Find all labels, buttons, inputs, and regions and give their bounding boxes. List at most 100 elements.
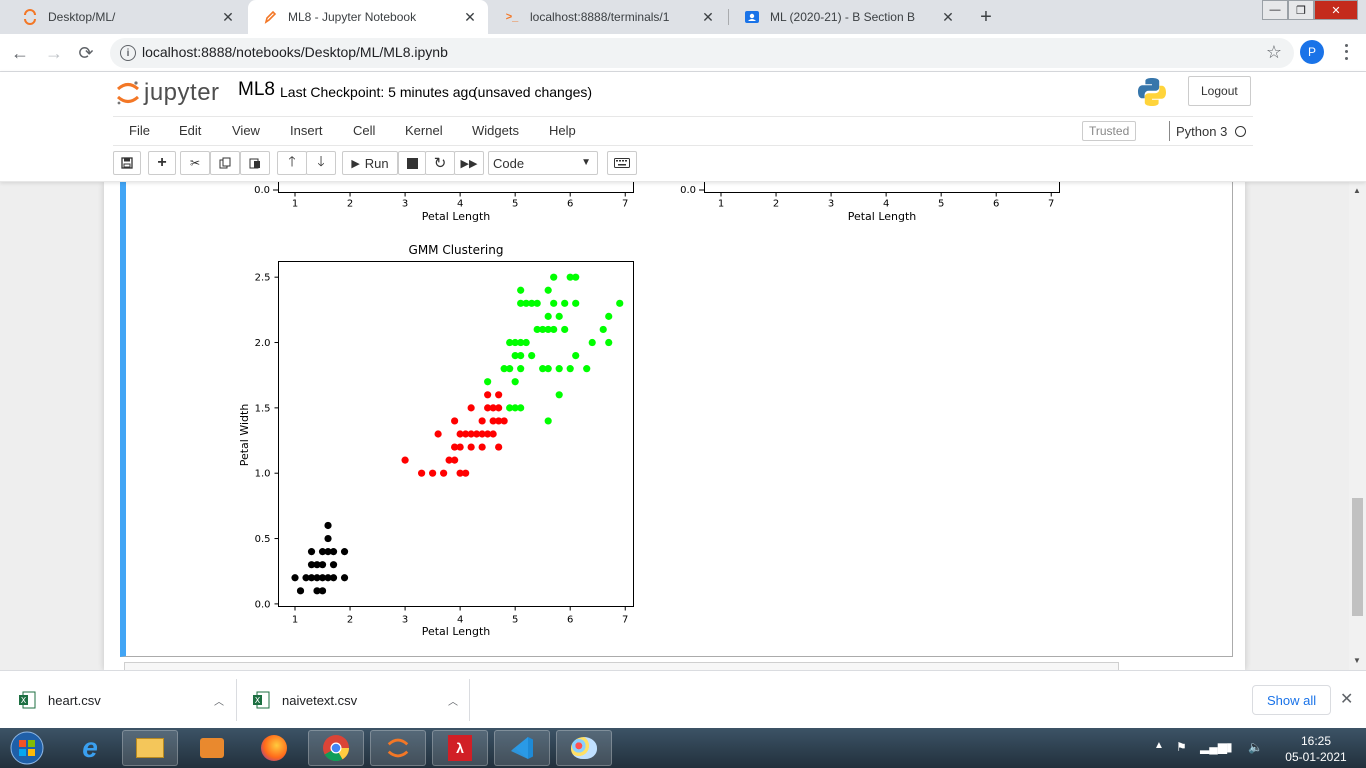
code-cell-output[interactable]: [120, 182, 1233, 657]
show-all-downloads-button[interactable]: Show all: [1252, 685, 1332, 715]
address-bar[interactable]: i localhost:8888/notebooks/Desktop/ML/ML…: [110, 38, 1294, 68]
menu-view[interactable]: View: [232, 123, 260, 138]
vscode-icon[interactable]: [494, 730, 550, 766]
x-tick-label: 6: [567, 199, 573, 210]
close-tab-icon[interactable]: ✕: [464, 8, 476, 25]
start-button[interactable]: [2, 730, 52, 766]
move-down-button[interactable]: 🡓: [306, 151, 336, 175]
cluster-2-point: [566, 273, 574, 281]
scroll-up-icon[interactable]: ▲: [1353, 186, 1361, 195]
cluster-2-point: [511, 351, 519, 360]
logout-button[interactable]: Logout: [1188, 76, 1251, 106]
network-signal-icon[interactable]: ▂▄▆: [1200, 740, 1227, 754]
scroll-down-icon[interactable]: ▼: [1353, 656, 1361, 665]
menu-widgets[interactable]: Widgets: [472, 123, 519, 138]
close-download-bar-icon[interactable]: ✕: [1340, 691, 1354, 708]
page-scrollbar[interactable]: ▲ ▼: [1349, 182, 1366, 670]
paste-button[interactable]: [240, 151, 270, 175]
chevron-up-icon[interactable]: ︿: [214, 696, 224, 708]
copy-button[interactable]: [210, 151, 240, 175]
copy-icon: [219, 157, 231, 169]
move-up-button[interactable]: 🡑: [277, 151, 307, 175]
tab-terminal[interactable]: >_ localhost:8888/terminals/1 ✕: [490, 0, 726, 34]
cell-type-select[interactable]: Code ▼: [488, 151, 598, 175]
close-tab-icon[interactable]: ✕: [702, 8, 714, 25]
trusted-indicator[interactable]: Trusted: [1082, 121, 1137, 141]
action-center-flag-icon[interactable]: ⚑: [1176, 740, 1187, 754]
close-tab-icon[interactable]: ✕: [942, 8, 954, 25]
paint-icon[interactable]: [556, 730, 612, 766]
x-tick-label: 1: [718, 199, 724, 210]
cluster-1-point: [484, 430, 492, 438]
partial-plot-right: 0.0 1 2 3 4 5 6 7 Petal Length: [680, 182, 1060, 223]
close-window-button[interactable]: ✕: [1314, 0, 1358, 20]
tab-ml8-notebook[interactable]: ML8 - Jupyter Notebook ✕: [248, 0, 488, 34]
volume-icon[interactable]: 🔈: [1248, 740, 1263, 754]
cut-button[interactable]: ✂: [180, 151, 210, 175]
close-tab-icon[interactable]: ✕: [222, 8, 234, 25]
notebook-name[interactable]: ML8: [238, 79, 275, 100]
run-button[interactable]: ▶ Run: [342, 151, 398, 175]
show-hidden-icons[interactable]: ▲: [1154, 740, 1164, 751]
cluster-2-point: [561, 325, 569, 334]
minimize-button[interactable]: —: [1262, 0, 1288, 20]
acrobat-icon[interactable]: λ: [432, 730, 488, 766]
chrome-icon[interactable]: [308, 730, 364, 766]
tab-classroom[interactable]: ML (2020-21) - B Section B ✕: [730, 0, 966, 34]
partial-plot-left: 0.0 1 2 3 4 5 6 7 Petal Length: [254, 182, 634, 223]
cluster-1-point: [500, 417, 508, 425]
tab-desktop-ml[interactable]: Desktop/ML/ ✕: [8, 0, 246, 34]
cluster-2-point: [506, 338, 514, 347]
menu-insert[interactable]: Insert: [290, 123, 323, 138]
x-axis-label: Petal Length: [848, 210, 917, 223]
save-button[interactable]: [113, 151, 141, 175]
forward-arrow-icon[interactable]: →: [45, 42, 63, 63]
jupyter-logo[interactable]: jupyter: [116, 78, 220, 108]
browser-menu-icon[interactable]: [1338, 42, 1354, 62]
insert-cell-button[interactable]: +: [148, 151, 176, 175]
y-tick-label: 2.0: [255, 338, 271, 349]
restart-button[interactable]: ↻: [425, 151, 455, 175]
arrow-up-icon: 🡑: [288, 153, 296, 169]
next-code-cell[interactable]: [124, 662, 1119, 670]
tab-label: localhost:8888/terminals/1: [530, 10, 670, 24]
menu-help[interactable]: Help: [549, 123, 576, 138]
x-tick-label: 2: [347, 615, 353, 626]
back-arrow-icon[interactable]: ←: [11, 42, 29, 63]
menu-kernel[interactable]: Kernel: [405, 123, 443, 138]
data-points: [291, 273, 624, 595]
url-text[interactable]: localhost:8888/notebooks/Desktop/ML/ML8.…: [142, 44, 448, 60]
profile-avatar[interactable]: P: [1300, 40, 1324, 64]
download-filename: heart.csv: [48, 692, 101, 708]
menu-cell[interactable]: Cell: [353, 123, 376, 138]
cluster-1-point: [462, 469, 470, 477]
download-item-naivetext[interactable]: X naivetext.csv ︿: [252, 671, 458, 729]
scrollbar-thumb[interactable]: [1352, 498, 1363, 616]
battery-icon[interactable]: ▮: [1226, 740, 1233, 754]
new-tab-button[interactable]: +: [980, 5, 992, 28]
play-icon: ▶: [351, 157, 360, 170]
interrupt-button[interactable]: [398, 151, 426, 175]
kernel-name[interactable]: Python 3: [1169, 121, 1227, 141]
internet-explorer-icon[interactable]: e: [82, 732, 98, 763]
jupyter-taskbar-icon[interactable]: [370, 730, 426, 766]
file-explorer-icon[interactable]: [122, 730, 178, 766]
menu-edit[interactable]: Edit: [179, 123, 202, 138]
download-item-heart[interactable]: X heart.csv ︿: [18, 671, 224, 729]
site-info-icon[interactable]: i: [120, 45, 136, 61]
menu-file[interactable]: File: [129, 123, 150, 138]
download-separator: [469, 679, 470, 721]
cluster-2-point: [528, 299, 536, 307]
restore-button[interactable]: ❐: [1288, 0, 1314, 20]
command-palette-button[interactable]: [607, 151, 637, 175]
cluster-2-point: [500, 365, 508, 373]
system-clock[interactable]: 16:25 05-01-2021: [1276, 733, 1356, 765]
x-ticks: 1 2 3 4 5 6 7: [718, 192, 1054, 210]
cluster-2-point: [599, 325, 607, 334]
reload-icon[interactable]: ⟳: [78, 42, 94, 63]
firefox-icon[interactable]: [246, 730, 302, 766]
chevron-up-icon[interactable]: ︿: [448, 696, 458, 708]
media-player-icon[interactable]: [184, 730, 240, 766]
bookmark-star-icon[interactable]: ☆: [1265, 42, 1282, 62]
restart-run-all-button[interactable]: ▶▶: [454, 151, 484, 175]
